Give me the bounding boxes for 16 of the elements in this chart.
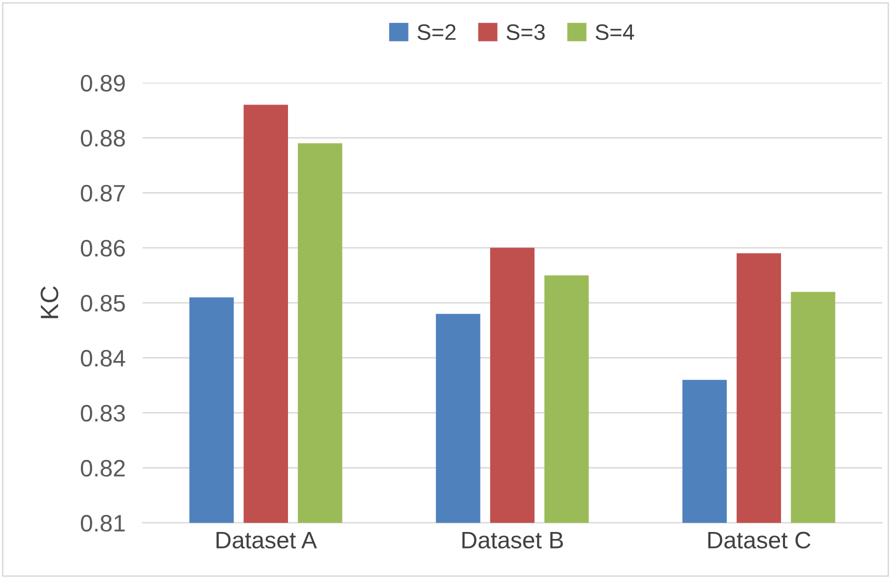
y-tick-label: 0.88 [80, 130, 125, 147]
y-tick-label: 0.87 [80, 184, 125, 202]
y-axis-title: KC [40, 286, 58, 318]
y-tick-label: 0.85 [80, 294, 125, 312]
y-tick-label: 0.89 [80, 74, 125, 92]
x-tick-label: Dataset B [462, 532, 563, 549]
x-tick-label: Dataset C [708, 532, 810, 549]
legend-label: S=3 [506, 24, 545, 40]
y-tick-label: 0.84 [80, 350, 126, 367]
legend-label: S=4 [596, 24, 634, 40]
x-tick-label: Dataset A [216, 532, 317, 549]
legend-label: S=2 [418, 24, 456, 40]
y-tick-label: 0.83 [80, 404, 125, 422]
y-tick-label: 0.81 [80, 514, 125, 532]
y-tick-label: 0.82 [80, 460, 125, 477]
y-tick-label: 0.86 [80, 240, 125, 257]
